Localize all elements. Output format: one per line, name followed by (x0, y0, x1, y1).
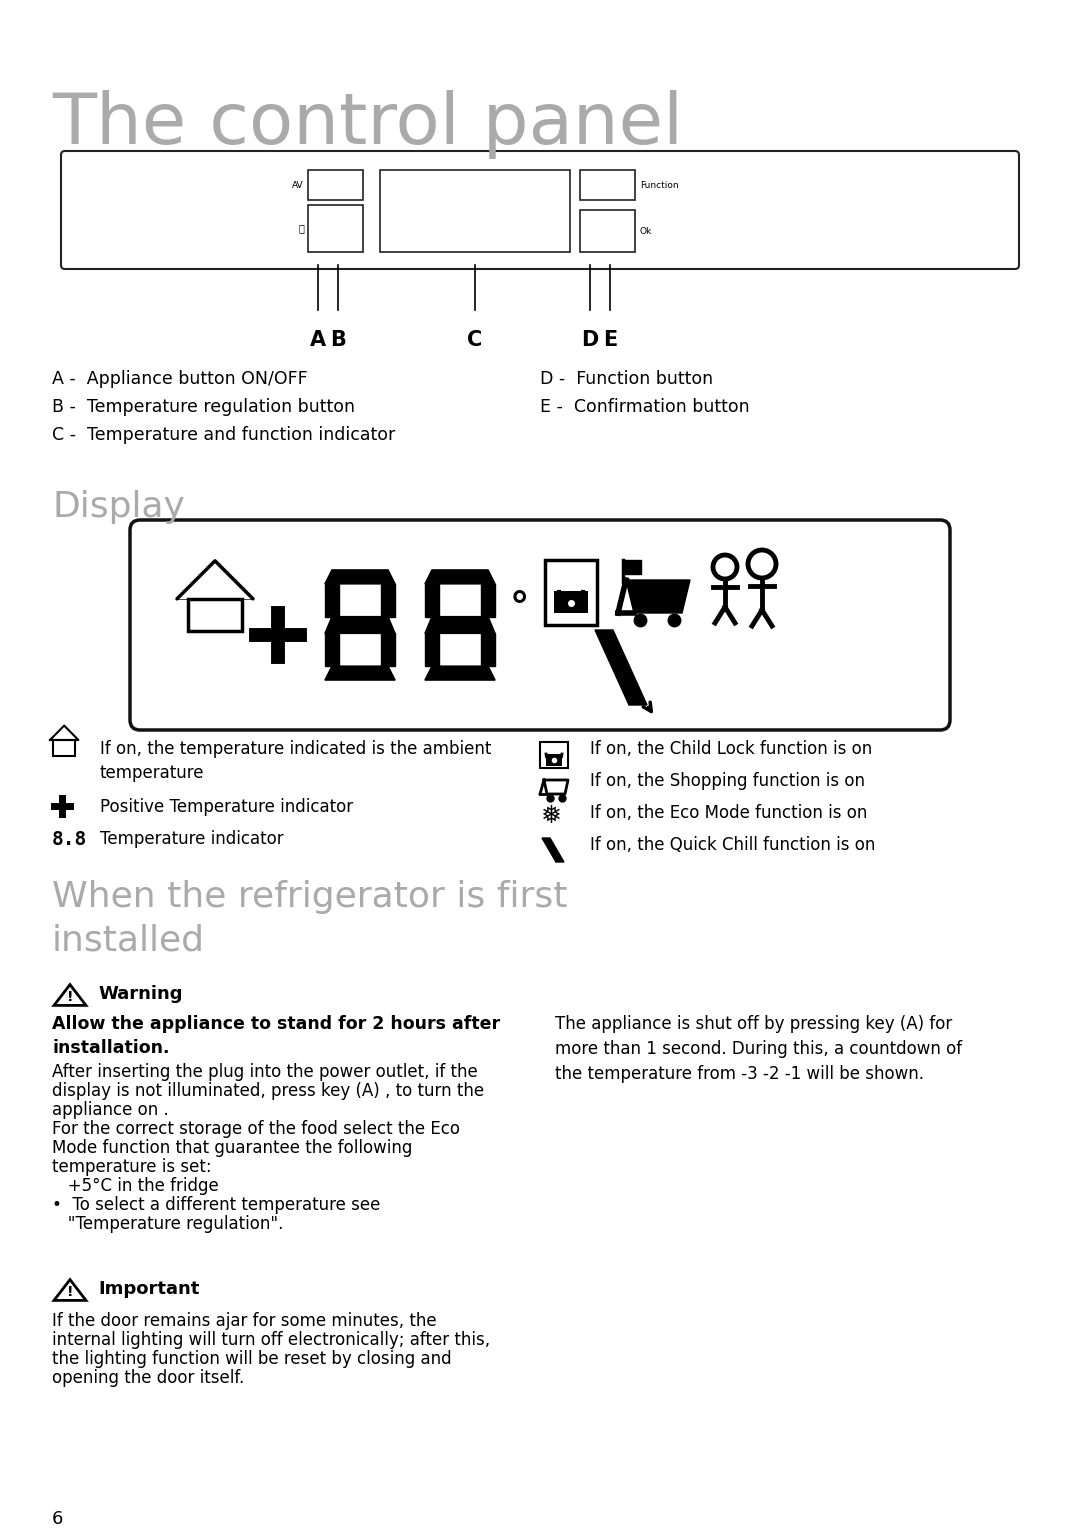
Text: After inserting the plug into the power outlet, if the: After inserting the plug into the power … (52, 1064, 477, 1081)
Text: For the correct storage of the food select the Eco: For the correct storage of the food sele… (52, 1120, 460, 1137)
Text: 8.8: 8.8 (52, 830, 87, 848)
Text: ❅: ❅ (540, 804, 561, 828)
Polygon shape (626, 579, 690, 613)
Bar (308, 204, 363, 252)
Polygon shape (54, 985, 86, 1005)
Text: When the refrigerator is first
installed: When the refrigerator is first installed (52, 881, 567, 958)
Text: A -  Appliance button ON/OFF: A - Appliance button ON/OFF (52, 370, 308, 387)
Bar (380, 171, 570, 252)
Text: If on, the Quick Chill function is on: If on, the Quick Chill function is on (590, 836, 876, 855)
Text: Temperature indicator: Temperature indicator (100, 830, 284, 848)
Polygon shape (325, 570, 395, 584)
Polygon shape (481, 633, 495, 666)
Text: opening the door itself.: opening the door itself. (52, 1369, 244, 1386)
Bar (53, 739, 76, 756)
Text: B: B (330, 330, 346, 350)
Text: If on, the Child Lock function is on: If on, the Child Lock function is on (590, 739, 873, 758)
Text: C -  Temperature and function indicator: C - Temperature and function indicator (52, 426, 395, 444)
Text: E: E (603, 330, 617, 350)
Text: B -  Temperature regulation button: B - Temperature regulation button (52, 398, 355, 417)
Text: A: A (310, 330, 326, 350)
Text: °: ° (510, 590, 529, 629)
Polygon shape (424, 633, 438, 666)
Text: the lighting function will be reset by closing and: the lighting function will be reset by c… (52, 1349, 451, 1368)
Text: D -  Function button: D - Function button (540, 370, 713, 387)
Text: +5°C in the fridge: +5°C in the fridge (52, 1177, 219, 1194)
Text: display is not illuminated, press key (A) , to turn the: display is not illuminated, press key (A… (52, 1082, 484, 1100)
Text: Function: Function (640, 180, 678, 189)
Polygon shape (381, 633, 395, 666)
Polygon shape (325, 633, 339, 666)
Bar (545, 559, 597, 626)
Text: The appliance is shut off by pressing key (A) for
more than 1 second. During thi: The appliance is shut off by pressing ke… (555, 1014, 962, 1084)
Polygon shape (595, 630, 647, 705)
Text: appliance on .: appliance on . (52, 1100, 168, 1119)
Text: The control panel: The control panel (52, 91, 684, 158)
Bar (308, 171, 363, 200)
Text: •  To select a different temperature see: • To select a different temperature see (52, 1196, 380, 1214)
Bar (580, 171, 635, 200)
Text: Allow the appliance to stand for 2 hours after
installation.: Allow the appliance to stand for 2 hours… (52, 1014, 500, 1056)
Bar (580, 211, 635, 252)
Text: 6: 6 (52, 1509, 64, 1528)
Text: Warning: Warning (98, 985, 183, 1004)
Text: Ok: Ok (640, 226, 652, 235)
Text: If on, the Shopping function is on: If on, the Shopping function is on (590, 772, 865, 790)
Polygon shape (623, 559, 642, 573)
Polygon shape (325, 584, 339, 616)
Text: ⓘ: ⓘ (298, 223, 303, 234)
Polygon shape (54, 1280, 86, 1300)
Text: Important: Important (98, 1280, 200, 1299)
Polygon shape (481, 584, 495, 616)
Text: Positive Temperature indicator: Positive Temperature indicator (100, 798, 353, 816)
Polygon shape (325, 616, 395, 633)
Polygon shape (424, 616, 495, 633)
Text: Mode function that guarantee the following: Mode function that guarantee the followi… (52, 1139, 413, 1157)
Text: E -  Confirmation button: E - Confirmation button (540, 398, 750, 417)
Text: !: ! (67, 990, 73, 1004)
Text: !: ! (67, 1285, 73, 1299)
Text: AV: AV (293, 180, 303, 189)
Text: If the door remains ajar for some minutes, the: If the door remains ajar for some minute… (52, 1313, 436, 1330)
Polygon shape (424, 584, 438, 616)
Text: Display: Display (52, 490, 185, 524)
Text: C: C (468, 330, 483, 350)
Polygon shape (325, 666, 395, 679)
Text: If on, the temperature indicated is the ambient
temperature: If on, the temperature indicated is the … (100, 739, 491, 782)
Polygon shape (542, 838, 564, 862)
Text: D: D (581, 330, 598, 350)
Polygon shape (424, 666, 495, 679)
FancyBboxPatch shape (60, 151, 1020, 269)
Text: temperature is set:: temperature is set: (52, 1157, 212, 1176)
Text: internal lighting will turn off electronically; after this,: internal lighting will turn off electron… (52, 1331, 490, 1349)
Polygon shape (381, 584, 395, 616)
Bar (554, 592, 588, 613)
FancyBboxPatch shape (130, 520, 950, 730)
Text: If on, the Eco Mode function is on: If on, the Eco Mode function is on (590, 804, 867, 822)
Bar (540, 742, 568, 768)
Bar (546, 755, 562, 765)
Text: "Temperature regulation".: "Temperature regulation". (52, 1216, 283, 1233)
Bar (188, 599, 242, 632)
Polygon shape (424, 570, 495, 584)
